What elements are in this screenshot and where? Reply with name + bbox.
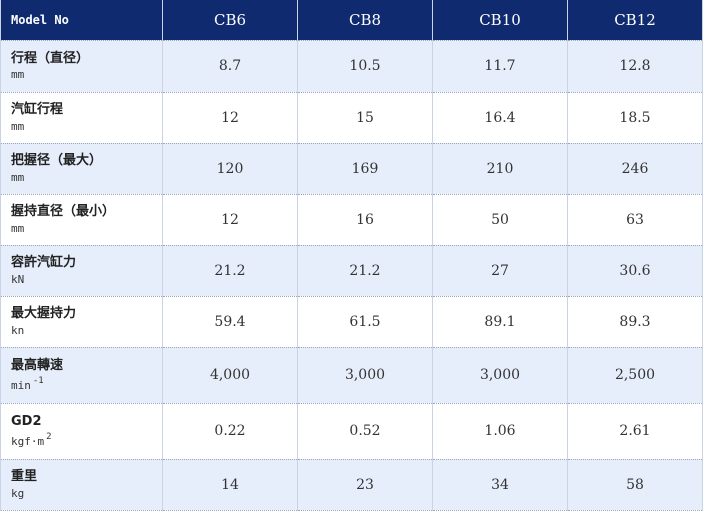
- row-label: 汽缸行程 mm: [0, 92, 163, 144]
- table-cell: 89.3: [567, 296, 703, 348]
- row-label-name: 握持直径（最小）: [11, 204, 116, 220]
- table-cell: 89.1: [432, 296, 568, 348]
- unit-text: kg: [11, 486, 25, 500]
- row-label: 最高轉速 min -1: [0, 347, 163, 404]
- table-cell: 63: [567, 194, 703, 246]
- table-cell: 23: [297, 459, 433, 511]
- row-label: 把握径（最大） mm: [0, 143, 163, 195]
- table-cell: 34: [432, 459, 568, 511]
- table-cell: 2.61: [567, 403, 703, 460]
- table-row: 握持直径（最小） mm 12 16 50 63: [0, 194, 703, 246]
- row-label-unit: mm: [11, 120, 162, 133]
- unit-text: kN: [11, 272, 25, 286]
- row-label: GD2 kgf·m 2: [0, 403, 163, 460]
- table-cell: 11.7: [432, 40, 568, 93]
- row-label-unit: kN: [11, 273, 162, 286]
- unit-superscript: -1: [32, 375, 44, 386]
- unit-text: min: [11, 378, 31, 392]
- header-model-cb12: CB12: [567, 0, 703, 41]
- table-cell: 61.5: [297, 296, 433, 348]
- row-label-unit: kgf·m 2: [11, 432, 162, 448]
- table-cell: 12.8: [567, 40, 703, 93]
- row-label-name: 容許汽缸力: [11, 255, 77, 271]
- row-label-name: 最高轉速: [11, 358, 64, 374]
- row-label-name: 把握径（最大）: [11, 153, 103, 169]
- row-label-unit: mm: [11, 222, 162, 235]
- row-label-name: GD2: [11, 414, 42, 430]
- table-cell: 8.7: [162, 40, 298, 93]
- table-cell: 16: [297, 194, 433, 246]
- header-row: Model No CB6 CB8 CB10 CB12: [0, 0, 703, 41]
- table-cell: 16.4: [432, 92, 568, 144]
- table-cell: 0.52: [297, 403, 433, 460]
- header-model-cb8: CB8: [297, 0, 433, 41]
- table-cell: 18.5: [567, 92, 703, 144]
- row-label-unit: kn: [11, 324, 162, 337]
- unit-superscript: 2: [46, 431, 52, 442]
- row-label-name: 行程（直径）: [11, 50, 90, 66]
- header-model-label: Model No: [0, 0, 163, 41]
- row-label-name: 重里: [11, 469, 38, 485]
- table-cell: 15: [297, 92, 433, 144]
- table-cell: 4,000: [162, 347, 298, 404]
- table-row: 重里 kg 14 23 34 58: [0, 459, 703, 511]
- table-cell: 50: [432, 194, 568, 246]
- header-model-cb6: CB6: [162, 0, 298, 41]
- table-cell: 1.06: [432, 403, 568, 460]
- row-label: 行程（直径） mm: [0, 40, 163, 93]
- table-row: 最大握持力 kn 59.4 61.5 89.1 89.3: [0, 296, 703, 348]
- unit-text: mm: [11, 119, 25, 133]
- row-label-unit: min -1: [11, 376, 162, 392]
- table-row: 最高轉速 min -1 4,000 3,000 3,000 2,500: [0, 347, 703, 404]
- table-cell: 2,500: [567, 347, 703, 404]
- table-cell: 14: [162, 459, 298, 511]
- table-cell: 210: [432, 143, 568, 195]
- table-cell: 21.2: [162, 245, 298, 297]
- table-cell: 169: [297, 143, 433, 195]
- table-body: 行程（直径） mm 8.7 10.5 11.7 12.8 汽缸行程 mm 12 …: [0, 40, 703, 511]
- row-label-name: 汽缸行程: [11, 102, 64, 118]
- row-label: 容許汽缸力 kN: [0, 245, 163, 297]
- row-label-unit: mm: [11, 171, 162, 184]
- table-cell: 30.6: [567, 245, 703, 297]
- unit-text: mm: [11, 170, 25, 184]
- table-cell: 27: [432, 245, 568, 297]
- table-cell: 3,000: [297, 347, 433, 404]
- table-cell: 3,000: [432, 347, 568, 404]
- row-label-unit: mm: [11, 68, 162, 81]
- row-label: 握持直径（最小） mm: [0, 194, 163, 246]
- header-model-cb10: CB10: [432, 0, 568, 41]
- table-row: 容許汽缸力 kN 21.2 21.2 27 30.6: [0, 245, 703, 297]
- unit-text: kgf·m: [11, 434, 45, 448]
- table-header: Model No CB6 CB8 CB10 CB12: [0, 0, 703, 41]
- table-cell: 58: [567, 459, 703, 511]
- unit-text: mm: [11, 221, 25, 235]
- table-cell: 12: [162, 194, 298, 246]
- table-cell: 21.2: [297, 245, 433, 297]
- row-label: 最大握持力 kn: [0, 296, 163, 348]
- row-label-unit: kg: [11, 487, 162, 500]
- table-row: 行程（直径） mm 8.7 10.5 11.7 12.8: [0, 40, 703, 93]
- table-cell: 12: [162, 92, 298, 144]
- table-cell: 120: [162, 143, 298, 195]
- table-row: 汽缸行程 mm 12 15 16.4 18.5: [0, 92, 703, 144]
- table-cell: 0.22: [162, 403, 298, 460]
- table-row: 把握径（最大） mm 120 169 210 246: [0, 143, 703, 195]
- unit-text: mm: [11, 68, 25, 82]
- row-label: 重里 kg: [0, 459, 163, 511]
- table-cell: 10.5: [297, 40, 433, 93]
- table-row: GD2 kgf·m 2 0.22 0.52 1.06 2.61: [0, 403, 703, 460]
- unit-text: kn: [11, 323, 25, 337]
- row-label-name: 最大握持力: [11, 306, 77, 322]
- table-cell: 246: [567, 143, 703, 195]
- table-cell: 59.4: [162, 296, 298, 348]
